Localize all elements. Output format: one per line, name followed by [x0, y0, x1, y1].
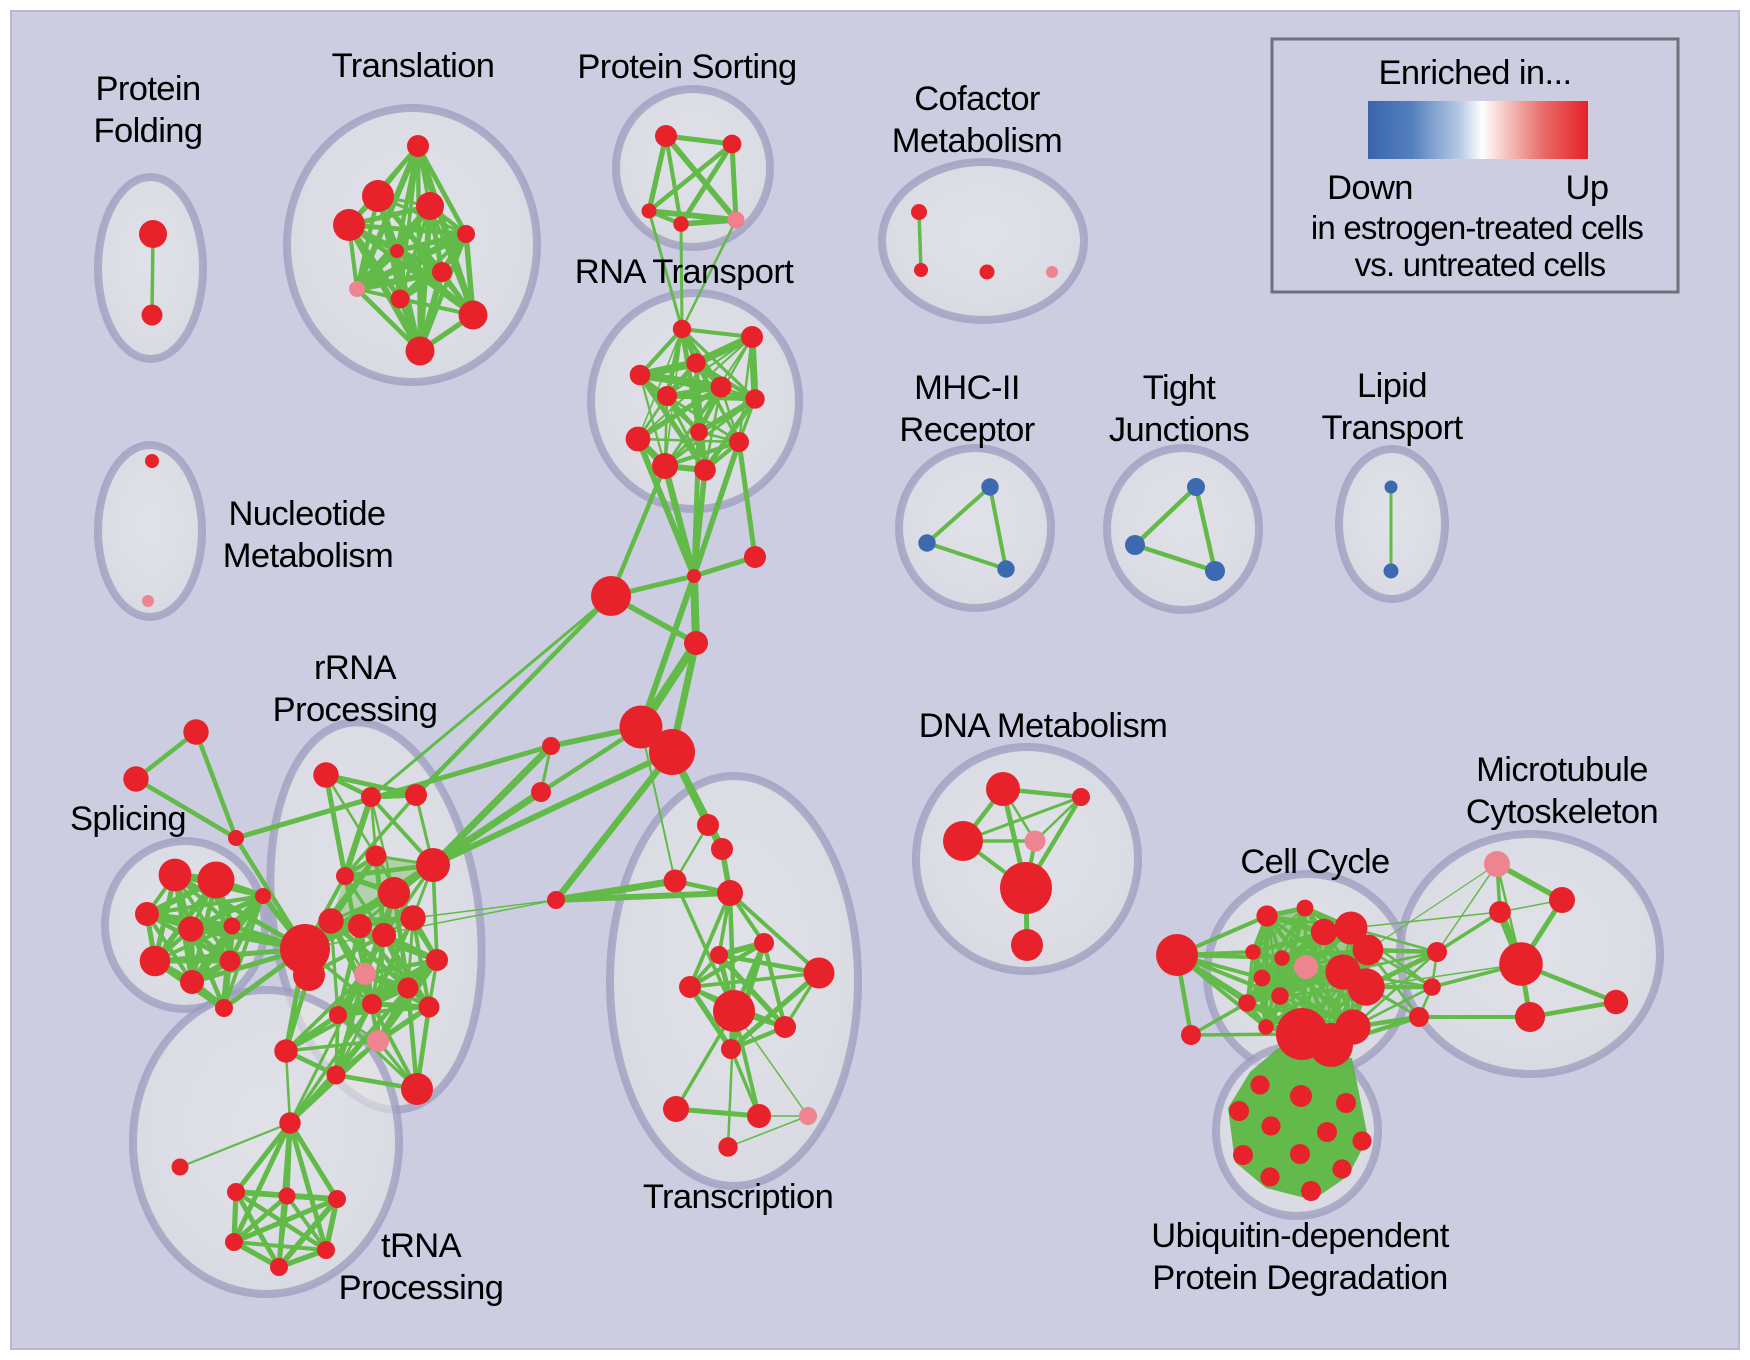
svg-text:Down: Down — [1327, 169, 1413, 207]
svg-text:Metabolism: Metabolism — [223, 537, 393, 575]
svg-text:Microtubule: Microtubule — [1476, 751, 1648, 789]
svg-text:Processing: Processing — [339, 1269, 504, 1307]
svg-text:Cofactor: Cofactor — [914, 80, 1040, 118]
svg-text:RNA Transport: RNA Transport — [575, 253, 794, 291]
svg-text:MHC-II: MHC-II — [914, 369, 1020, 407]
svg-text:Protein Degradation: Protein Degradation — [1152, 1259, 1447, 1297]
svg-text:Receptor: Receptor — [899, 411, 1034, 449]
svg-text:vs. untreated cells: vs. untreated cells — [1355, 246, 1606, 283]
svg-text:Metabolism: Metabolism — [892, 122, 1062, 160]
svg-text:in estrogen-treated cells: in estrogen-treated cells — [1311, 209, 1643, 246]
svg-text:Cell Cycle: Cell Cycle — [1240, 843, 1389, 881]
svg-text:Cytoskeleton: Cytoskeleton — [1466, 793, 1658, 831]
svg-text:Folding: Folding — [94, 112, 203, 150]
svg-text:rRNA: rRNA — [314, 649, 397, 687]
svg-text:Transcription: Transcription — [643, 1178, 833, 1216]
svg-text:Lipid: Lipid — [1357, 367, 1427, 405]
svg-text:Transport: Transport — [1322, 409, 1464, 447]
svg-text:tRNA: tRNA — [381, 1227, 462, 1265]
svg-text:Nucleotide: Nucleotide — [228, 495, 385, 533]
svg-text:Translation: Translation — [332, 47, 495, 85]
svg-text:Splicing: Splicing — [70, 800, 186, 838]
svg-text:Processing: Processing — [273, 691, 438, 729]
svg-text:Up: Up — [1566, 169, 1609, 207]
svg-text:Junctions: Junctions — [1109, 411, 1249, 449]
svg-text:Tight: Tight — [1143, 369, 1216, 407]
svg-text:Protein: Protein — [95, 70, 200, 108]
svg-text:Ubiquitin-dependent: Ubiquitin-dependent — [1151, 1217, 1449, 1255]
svg-text:Protein Sorting: Protein Sorting — [577, 48, 796, 86]
svg-text:Enriched in...: Enriched in... — [1379, 54, 1572, 92]
svg-text:DNA Metabolism: DNA Metabolism — [919, 707, 1168, 745]
